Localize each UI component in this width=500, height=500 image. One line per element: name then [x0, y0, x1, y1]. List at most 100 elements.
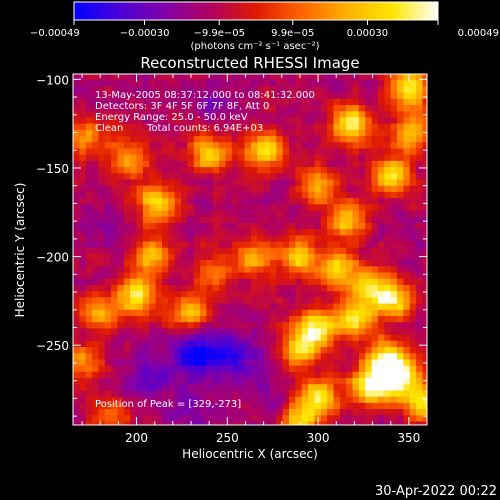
heatmap-cell	[403, 74, 411, 81]
heatmap-cell	[231, 272, 239, 280]
colorbar-tick-label: 9.9e−05	[271, 28, 314, 39]
heatmap-cell	[187, 92, 195, 100]
heatmap-cell	[181, 229, 188, 236]
heatmap-cell	[333, 154, 341, 162]
heatmap-cell	[193, 371, 201, 379]
heatmap-cell	[181, 371, 188, 379]
heatmap-cell	[212, 229, 220, 236]
heatmap-cell	[422, 340, 427, 348]
heatmap-cell	[289, 359, 296, 367]
heatmap-cell	[358, 210, 366, 218]
heatmap-cell	[238, 278, 246, 286]
heatmap-cell	[346, 222, 354, 230]
heatmap-cell	[155, 191, 163, 199]
heatmap-cell	[301, 409, 309, 416]
heatmap-cell	[333, 136, 341, 143]
heatmap-cell	[219, 303, 227, 311]
heatmap-cell	[92, 167, 100, 174]
heatmap-cell	[371, 204, 379, 212]
heatmap-cell	[200, 303, 208, 311]
heatmap-cell	[206, 384, 214, 392]
heatmap-cell	[136, 129, 144, 137]
heatmap-cell	[79, 204, 87, 212]
heatmap-cell	[250, 160, 258, 168]
heatmap-cell	[390, 315, 398, 323]
heatmap-cell	[193, 105, 201, 112]
heatmap-cell	[314, 160, 322, 168]
heatmap-cell	[377, 80, 385, 87]
heatmap-cell	[98, 80, 106, 87]
heatmap-cell	[358, 291, 366, 298]
heatmap-cell	[269, 297, 277, 305]
heatmap-cell	[257, 353, 265, 360]
heatmap-cell	[327, 384, 335, 392]
heatmap-cell	[98, 334, 106, 342]
heatmap-cell	[117, 253, 125, 261]
heatmap-cell	[98, 347, 106, 354]
heatmap-cell	[301, 297, 309, 305]
heatmap-cell	[187, 291, 195, 298]
heatmap-cell	[187, 160, 195, 168]
heatmap-cell	[231, 123, 239, 131]
heatmap-cell	[123, 198, 131, 205]
heatmap-cell	[142, 167, 150, 174]
heatmap-cell	[377, 378, 385, 385]
heatmap-cell	[263, 278, 271, 286]
heatmap-cell	[212, 278, 220, 286]
heatmap-cell	[320, 409, 328, 416]
heatmap-cell	[333, 284, 341, 292]
heatmap-cell	[219, 284, 227, 292]
heatmap-cell	[327, 229, 335, 236]
heatmap-cell	[142, 142, 150, 150]
heatmap-cell	[130, 353, 138, 360]
heatmap-cell	[79, 241, 87, 249]
heatmap-cell	[301, 98, 309, 106]
heatmap-cell	[111, 353, 119, 360]
heatmap-cell	[117, 222, 125, 230]
heatmap-cell	[276, 167, 284, 174]
heatmap-cell	[346, 105, 354, 112]
heatmap-cell	[212, 390, 220, 398]
heatmap-cell	[238, 253, 246, 261]
heatmap-cell	[365, 216, 373, 224]
heatmap-cell	[111, 384, 119, 392]
heatmap-cell	[244, 136, 252, 143]
heatmap-cell	[295, 384, 303, 392]
heatmap-cell	[384, 297, 392, 305]
heatmap-cell	[377, 309, 385, 317]
colorbar-ticks: −0.00049 −0.00030 −9.9e−05 9.9e−05 0.00030 0.…	[30, 20, 499, 39]
heatmap-cell	[416, 378, 424, 385]
heatmap-cell	[314, 284, 322, 292]
heatmap-cell	[276, 334, 284, 342]
heatmap-cell	[333, 222, 341, 230]
heatmap-cell	[123, 396, 131, 404]
heatmap-cell	[371, 86, 379, 94]
heatmap-cell	[409, 167, 417, 174]
heatmap-cell	[308, 229, 316, 236]
heatmap-cell	[174, 222, 182, 230]
heatmap-cell	[136, 80, 144, 87]
heatmap-cell	[384, 173, 392, 181]
heatmap-cell	[206, 247, 214, 255]
heatmap-cell	[295, 241, 303, 249]
heatmap-cell	[181, 309, 188, 317]
heatmap-cell	[263, 210, 271, 218]
heatmap-cell	[365, 272, 373, 280]
heatmap-cell	[79, 266, 87, 274]
heatmap-cell	[371, 241, 379, 249]
heatmap-cell	[327, 198, 335, 205]
heatmap-cell	[136, 204, 144, 212]
heatmap-cell	[352, 396, 360, 404]
heatmap-cell	[200, 98, 208, 106]
heatmap-cell	[174, 210, 182, 218]
heatmap-cell	[212, 117, 220, 125]
heatmap-cell	[98, 86, 106, 94]
heatmap-cell	[365, 80, 373, 87]
heatmap-cell	[263, 297, 271, 305]
heatmap-cell	[397, 136, 404, 143]
heatmap-cell	[371, 365, 379, 373]
heatmap-cell	[212, 98, 220, 106]
heatmap-cell	[257, 167, 265, 174]
heatmap-cell	[219, 260, 227, 267]
heatmap-cell	[92, 297, 100, 305]
